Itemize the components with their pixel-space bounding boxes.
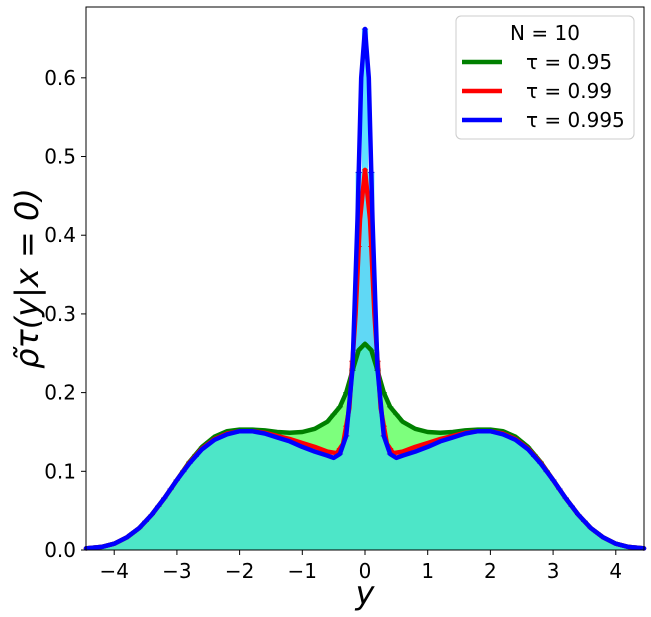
y-axis-label: ρ̃τ(y|x = 0) bbox=[8, 188, 46, 369]
legend-label: τ = 0.95 bbox=[526, 50, 612, 74]
y-tick-label: 0.1 bbox=[44, 459, 76, 483]
legend-label: τ = 0.99 bbox=[526, 79, 612, 103]
density-curves bbox=[83, 26, 647, 551]
legend-title: N = 10 bbox=[510, 21, 580, 45]
x-axis-label: y bbox=[355, 574, 376, 612]
x-tick-label: 3 bbox=[547, 559, 560, 583]
y-tick-label: 0.4 bbox=[44, 223, 76, 247]
legend-box bbox=[455, 15, 635, 140]
x-tick-label: 2 bbox=[484, 559, 497, 583]
histogram-fill-common bbox=[86, 343, 644, 550]
x-tick-label: −3 bbox=[162, 559, 191, 583]
y-tick-label: 0.2 bbox=[44, 381, 76, 405]
histogram-fills bbox=[86, 29, 644, 550]
x-tick-label: 4 bbox=[609, 559, 622, 583]
x-tick-label: 1 bbox=[421, 559, 434, 583]
y-tick-label: 0.5 bbox=[44, 145, 76, 169]
y-tick-label: 0.3 bbox=[44, 302, 76, 326]
legend: N = 10 τ = 0.95 τ = 0.99 τ = 0.995 bbox=[455, 15, 635, 140]
histogram-fill-2 bbox=[86, 29, 644, 550]
x-tick-label: −4 bbox=[99, 559, 128, 583]
legend-label: τ = 0.995 bbox=[526, 108, 625, 132]
y-axis-ticks: 0.0 0.1 0.2 0.3 0.4 0.5 0.6 bbox=[44, 66, 86, 562]
y-tick-label: 0.0 bbox=[44, 538, 76, 562]
x-tick-label: 0 bbox=[359, 559, 372, 583]
x-axis-ticks: −4 −3 −2 −1 0 1 2 3 4 bbox=[99, 550, 622, 583]
x-tick-label: −1 bbox=[288, 559, 317, 583]
y-tick-label: 0.6 bbox=[44, 66, 76, 90]
x-tick-label: −2 bbox=[225, 559, 254, 583]
series-line-2 bbox=[83, 26, 647, 551]
